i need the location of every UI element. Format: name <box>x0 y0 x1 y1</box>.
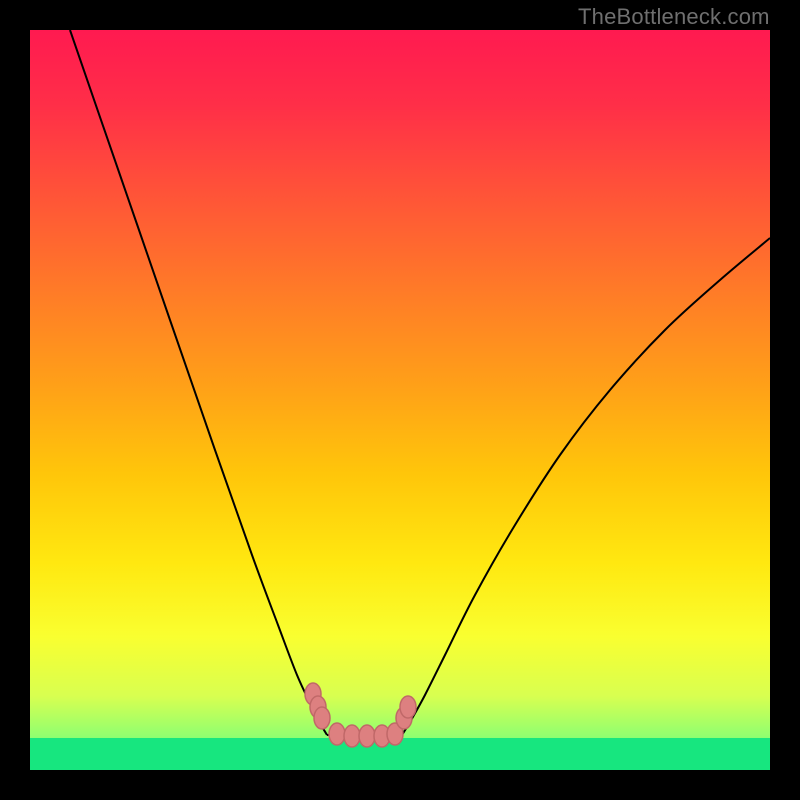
marker-point <box>314 707 330 729</box>
watermark-label: TheBottleneck.com <box>578 4 770 30</box>
marker-point <box>359 725 375 747</box>
marker-point <box>400 696 416 718</box>
marker-point <box>329 723 345 745</box>
marker-point <box>344 725 360 747</box>
bottleneck-chart <box>0 0 800 800</box>
gradient-background <box>30 30 770 770</box>
